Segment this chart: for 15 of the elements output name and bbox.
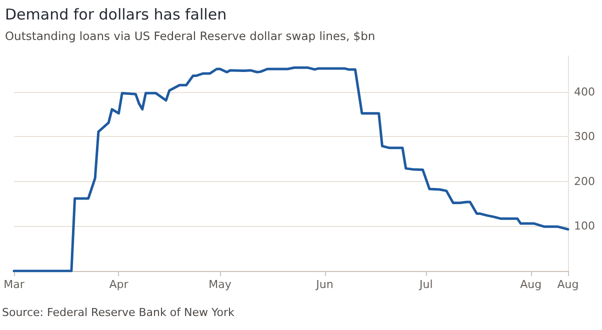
x-tick-label: Jul (418, 278, 433, 291)
x-tick-label: Mar (4, 278, 25, 291)
chart-subtitle: Outstanding loans via US Federal Reserve dollar swap lines, $bn (5, 29, 376, 43)
x-tick-label: Aug (520, 278, 542, 291)
x-tick-label: Aug (557, 278, 579, 291)
x-tick-label: Apr (109, 278, 129, 291)
source-note: Source: Federal Reserve Bank of New York (2, 306, 235, 319)
y-tick-label: 300 (574, 130, 595, 144)
y-tick-label: 400 (574, 85, 595, 98)
x-tick-label: May (208, 278, 232, 291)
line-series (12, 66, 570, 272)
y-tick-label: 100 (574, 220, 595, 233)
chart-title: Demand for dollars has fallen (5, 6, 227, 24)
y-tick-label: 200 (574, 174, 595, 188)
x-tick-label: Jun (315, 278, 334, 291)
